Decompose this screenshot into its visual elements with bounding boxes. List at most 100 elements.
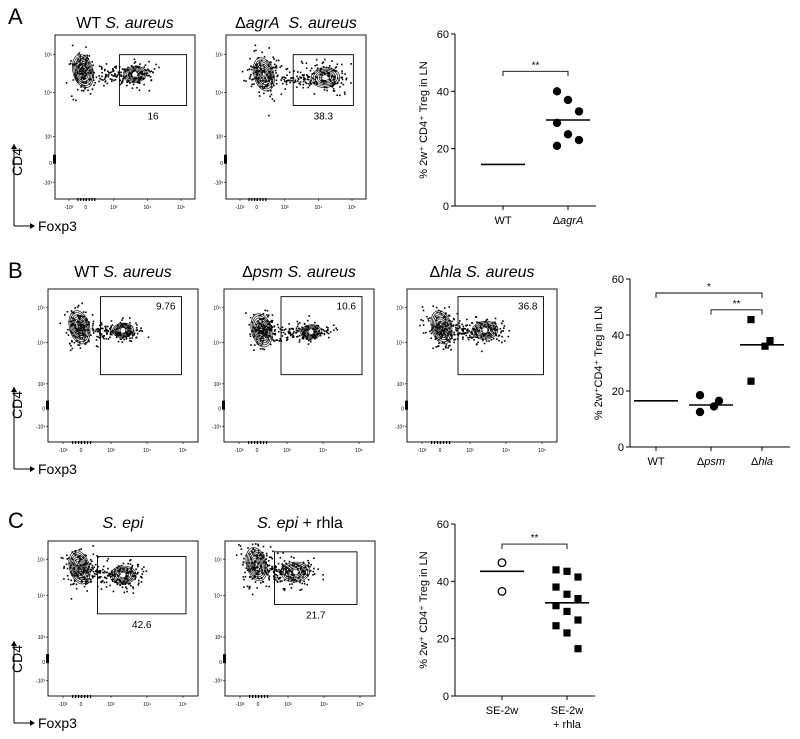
event-dot bbox=[117, 565, 120, 567]
contour-ring bbox=[473, 322, 497, 339]
event-dot bbox=[279, 328, 282, 330]
event-dot bbox=[495, 328, 498, 331]
x-tick-label: 10³ bbox=[107, 448, 115, 454]
event-dot bbox=[256, 74, 258, 76]
event-dot bbox=[124, 335, 127, 338]
event-dot bbox=[487, 325, 490, 328]
event-dot bbox=[309, 81, 311, 83]
event-dot bbox=[257, 56, 260, 59]
event-dot bbox=[303, 79, 306, 81]
contour-ring bbox=[439, 324, 444, 330]
contour-ring bbox=[245, 547, 268, 582]
event-dot bbox=[446, 338, 448, 341]
event-dot bbox=[272, 56, 274, 59]
event-dot bbox=[476, 336, 479, 339]
contour-ring bbox=[437, 320, 446, 334]
event-dot bbox=[283, 579, 286, 581]
event-dot bbox=[298, 82, 300, 85]
event-dot bbox=[432, 305, 435, 308]
x-arrow-head bbox=[30, 466, 35, 472]
event-dot bbox=[248, 77, 251, 80]
event-dot bbox=[251, 330, 253, 332]
event-dot bbox=[258, 69, 261, 72]
event-dot bbox=[265, 554, 268, 557]
event-dot bbox=[84, 58, 87, 61]
y-tick-label: 10⁴ bbox=[396, 341, 404, 347]
event-dot bbox=[265, 558, 268, 561]
event-dot bbox=[82, 334, 84, 337]
event-dot bbox=[122, 77, 124, 80]
event-dot bbox=[112, 578, 115, 580]
event-dot bbox=[325, 326, 328, 328]
event-dot bbox=[273, 84, 275, 87]
event-dot bbox=[82, 77, 85, 80]
event-dot bbox=[267, 314, 270, 316]
y-tick-label: -10³ bbox=[36, 679, 45, 685]
event-dot bbox=[85, 67, 88, 69]
event-dot bbox=[96, 330, 99, 332]
event-dot bbox=[281, 326, 284, 329]
event-dot bbox=[124, 71, 126, 73]
event-dot bbox=[137, 579, 140, 582]
event-dot bbox=[79, 56, 82, 58]
event-dot bbox=[281, 565, 284, 567]
event-dot bbox=[305, 82, 308, 85]
contour-ring bbox=[248, 551, 265, 578]
event-dot bbox=[333, 329, 335, 332]
event-dot bbox=[259, 64, 261, 66]
contour-ring bbox=[79, 66, 87, 76]
contour-ring bbox=[262, 71, 266, 77]
event-dot bbox=[307, 339, 310, 342]
event-dot bbox=[248, 576, 251, 578]
event-dot bbox=[475, 316, 478, 318]
event-dot bbox=[107, 574, 110, 577]
event-dot bbox=[326, 331, 328, 334]
event-dot bbox=[260, 68, 262, 71]
event-dot bbox=[86, 56, 88, 59]
event-dot bbox=[256, 566, 258, 569]
event-dot bbox=[254, 543, 257, 545]
event-dot bbox=[460, 333, 463, 335]
event-dot bbox=[251, 593, 254, 596]
data-point bbox=[563, 590, 571, 598]
text-part: S. epi bbox=[103, 515, 144, 532]
event-dot bbox=[299, 76, 301, 78]
event-dot bbox=[80, 574, 83, 576]
x-tick-label: 10⁵ bbox=[355, 448, 363, 454]
event-dot bbox=[467, 336, 469, 339]
minor-tick bbox=[90, 695, 92, 698]
event-dot bbox=[125, 338, 128, 340]
event-dot bbox=[104, 576, 107, 579]
event-dot bbox=[462, 325, 465, 328]
event-dot bbox=[317, 568, 319, 570]
event-dot bbox=[242, 576, 245, 578]
x-tick-label: -10³ bbox=[236, 205, 245, 211]
event-dot bbox=[85, 46, 87, 48]
event-dot bbox=[106, 70, 109, 73]
event-dot bbox=[256, 556, 259, 559]
event-dot bbox=[72, 317, 74, 320]
contour-ring bbox=[73, 56, 93, 86]
event-dot bbox=[306, 338, 309, 340]
x-tick-label: -10³ bbox=[65, 205, 74, 211]
event-dot bbox=[92, 570, 95, 573]
event-dot bbox=[285, 562, 288, 565]
event-dot bbox=[260, 331, 262, 334]
event-dot bbox=[97, 336, 100, 339]
event-dot bbox=[277, 326, 280, 329]
event-dot bbox=[77, 333, 80, 335]
event-dot bbox=[135, 77, 138, 79]
event-dot bbox=[259, 314, 262, 317]
event-dot bbox=[137, 80, 139, 83]
event-dot bbox=[249, 333, 251, 336]
contour-ring bbox=[71, 314, 88, 341]
event-dot bbox=[457, 327, 460, 330]
event-dot bbox=[116, 581, 118, 584]
event-dot bbox=[72, 583, 74, 586]
contour-center bbox=[120, 572, 126, 578]
event-dot bbox=[275, 570, 278, 572]
event-dot bbox=[275, 339, 278, 342]
event-dot bbox=[253, 83, 255, 85]
event-dot bbox=[85, 562, 88, 565]
event-dot bbox=[133, 334, 135, 336]
